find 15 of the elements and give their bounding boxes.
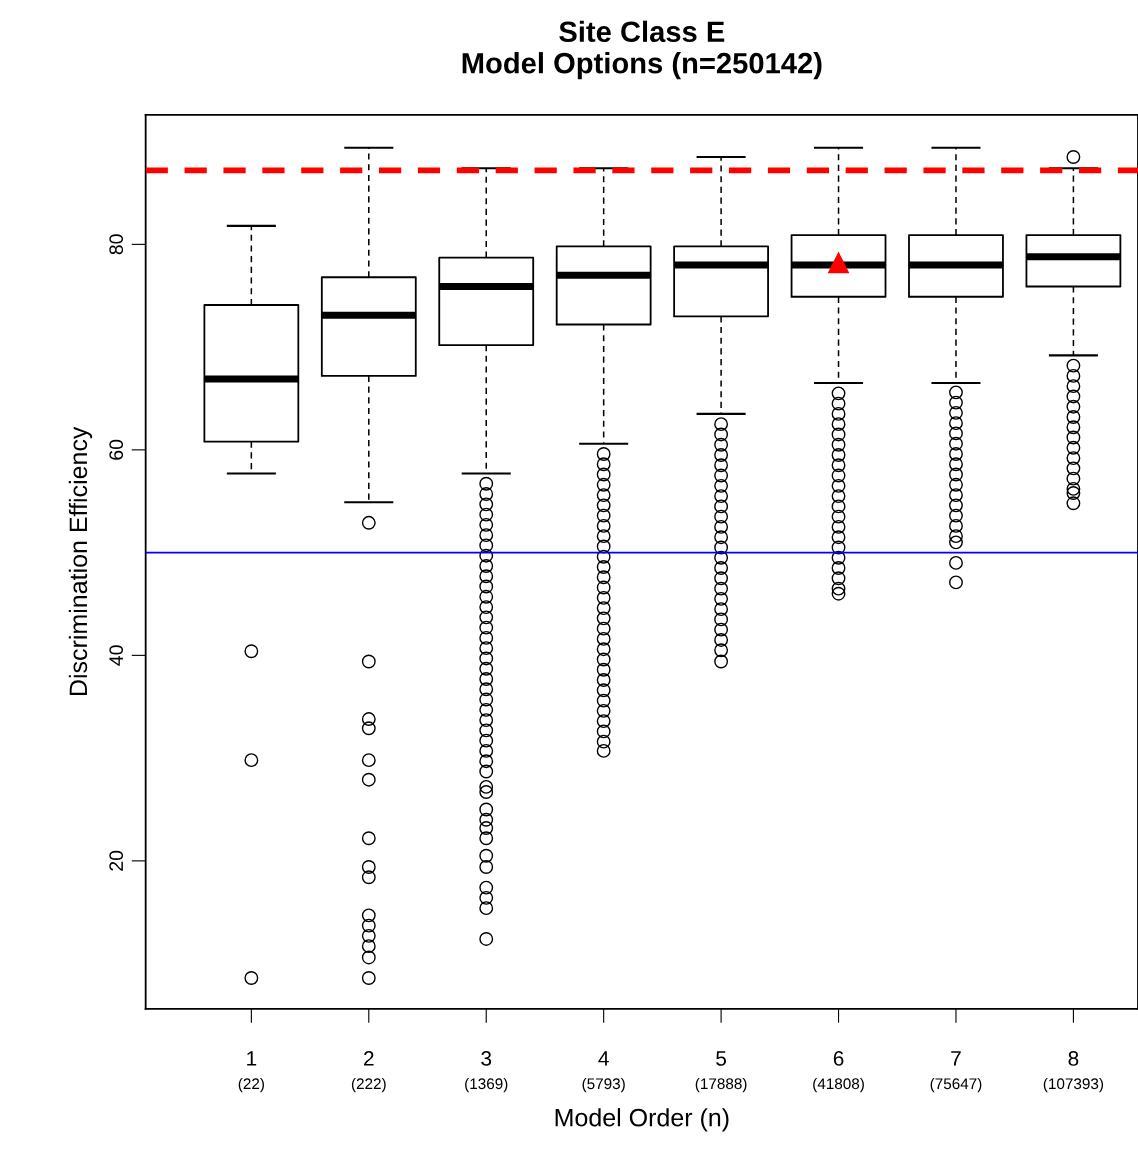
x-tick-label: 2 (222) — [351, 1051, 386, 1093]
x-axis-title: Model Order (n) — [555, 1108, 729, 1132]
x-tick-label: 1 (22) — [238, 1051, 264, 1093]
x-tick-label: 8 (107393) — [1043, 1051, 1104, 1093]
y-axis-title: Discrimination Efficiency — [68, 426, 93, 696]
x-tick-label: 3 (1369) — [465, 1051, 508, 1093]
x-tick-label: 6 (41808) — [813, 1051, 864, 1093]
y-tick-label: 40 — [109, 645, 124, 666]
y-tick-label: 60 — [109, 439, 124, 460]
chart-title: Site Class E Model Options (n=250142) — [462, 20, 822, 80]
x-tick-label: 5 (17888) — [695, 1051, 747, 1093]
y-tick-label: 80 — [109, 234, 124, 255]
x-tick-label: 7 (75647) — [930, 1051, 982, 1093]
y-tick-label: 20 — [109, 850, 124, 871]
x-tick-label: 4 (5793) — [582, 1051, 625, 1093]
